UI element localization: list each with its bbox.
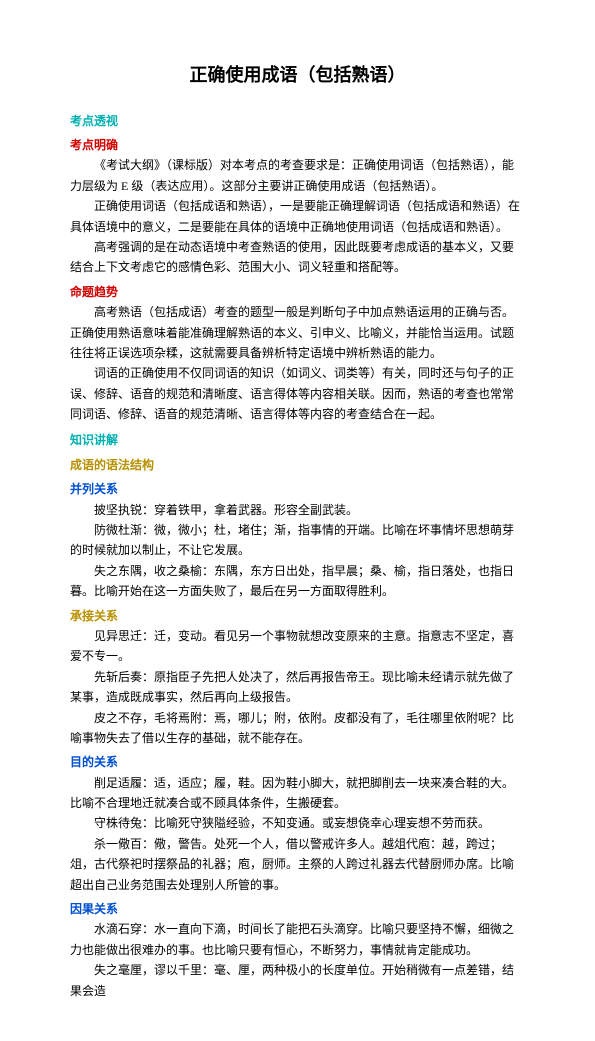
paragraph: 高考强调的是在动态语境中考查熟语的使用，因此既要考虑成语的基本义，又要结合上下文…: [70, 237, 525, 278]
heading: 承接关系: [70, 606, 525, 626]
paragraph: 守株待兔：比喻死守狭隘经验，不知变通。或妄想侥幸心理妄想不劳而获。: [70, 813, 525, 833]
heading: 因果关系: [70, 899, 525, 919]
paragraph: 杀一儆百：儆，警告。处死一个人，借以警戒许多人。越俎代庖：越，跨过；俎，古代祭祀…: [70, 834, 525, 895]
paragraph: 先斩后奏：原指臣子先把人处决了，然后再报告帝王。现比喻未经请示就先做了某事，造成…: [70, 667, 525, 708]
paragraph: 《考试大纲》（课标版）对本考点的考查要求是：正确使用词语（包括熟语），能力层级为…: [70, 155, 525, 196]
paragraph: 削足适履：适，适应；履，鞋。因为鞋小脚大，就把脚削去一块来凑合鞋的大。比喻不合理…: [70, 773, 525, 814]
heading: 知识讲解: [70, 430, 525, 450]
heading: 成语的语法结构: [70, 455, 525, 475]
paragraph: 词语的正确使用不仅同词语的知识（如词义、词类等）有关，同时还与句子的正误、修辞、…: [70, 363, 525, 424]
paragraph: 防微杜渐：微，微小；杜，堵住；渐，指事情的开端。比喻在坏事情坏思想萌芽的时候就加…: [70, 520, 525, 561]
heading: 考点明确: [70, 135, 525, 155]
content-body: 考点透视考点明确《考试大纲》（课标版）对本考点的考查要求是：正确使用词语（包括熟…: [70, 111, 525, 1001]
heading: 目的关系: [70, 752, 525, 772]
paragraph: 高考熟语（包括成语）考查的题型一般是判断句子中加点熟语运用的正确与否。正确使用熟…: [70, 302, 525, 363]
paragraph: 见异思迁：迁，变动。看见另一个事物就想改变原来的主意。指意志不坚定，喜爱不专一。: [70, 626, 525, 667]
paragraph: 失之毫厘，谬以千里：毫、厘，两种极小的长度单位。开始稍微有一点差错，结果会造: [70, 960, 525, 1001]
paragraph: 正确使用词语（包括成语和熟语），一是要能正确理解词语（包括成语和熟语）在具体语境…: [70, 196, 525, 237]
paragraph: 失之东隅，收之桑榆：东隅，东方日出处，指早晨；桑、榆，指日落处，也指日暮。比喻开…: [70, 561, 525, 602]
paragraph: 水滴石穿：水一直向下滴，时间长了能把石头滴穿。比喻只要坚持不懈，细微之力也能做出…: [70, 919, 525, 960]
paragraph: 披坚执锐：穿着铁甲，拿着武器。形容全副武装。: [70, 500, 525, 520]
page-title: 正确使用成语（包括熟语）: [70, 60, 525, 91]
heading: 并列关系: [70, 479, 525, 499]
heading: 命题趋势: [70, 282, 525, 302]
paragraph: 皮之不存，毛将焉附：焉，哪儿；附，依附。皮都没有了，毛往哪里依附呢？比喻事物失去…: [70, 708, 525, 749]
heading: 考点透视: [70, 111, 525, 131]
